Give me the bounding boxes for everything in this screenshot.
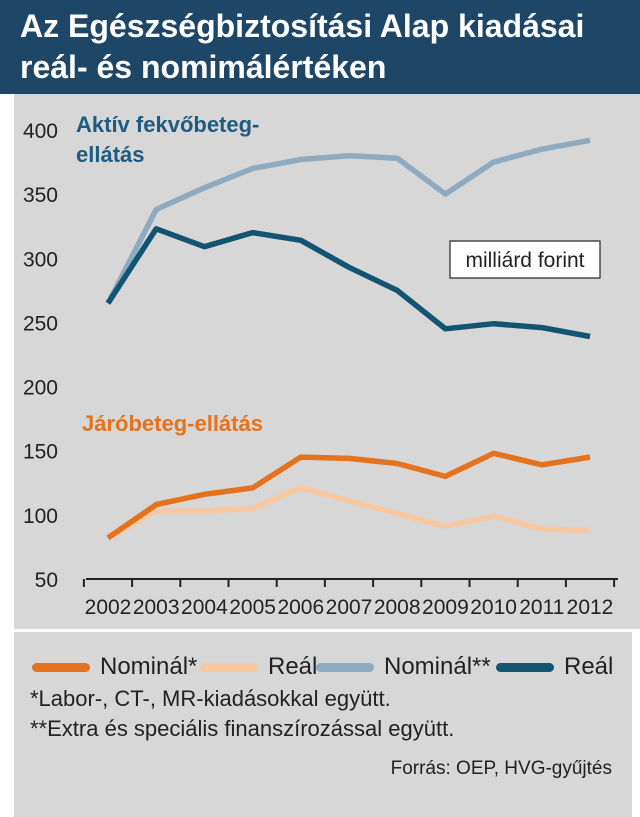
x-tick-label-2008: 2008 bbox=[374, 596, 421, 619]
series-line-reál-outpatient bbox=[106, 485, 591, 541]
x-tick-label-2010: 2010 bbox=[470, 596, 517, 619]
legend-label-real-outpatient: Reál bbox=[268, 653, 318, 680]
unit-label: milliárd forint bbox=[465, 249, 584, 272]
x-tick-label-2003: 2003 bbox=[133, 596, 180, 619]
x-tick-label-2012: 2012 bbox=[567, 596, 614, 619]
legend-item-nominal-outpatient: Nominál* bbox=[32, 652, 197, 682]
annotations: Aktív fekvőbeteg- ellátás Járóbeteg-ellá… bbox=[76, 112, 601, 436]
group-label-inpatient-line-1: Aktív fekvőbeteg- bbox=[76, 112, 259, 137]
unit-label-box bbox=[449, 240, 601, 279]
legend-panel: Nominál* Reál Nominál** Reál *Labor-, CT… bbox=[14, 629, 632, 817]
y-axis-ticks: 50 100 150 200 250 300 350 400 bbox=[23, 120, 58, 592]
legend-label-nominal-inpatient: Nominál** bbox=[384, 653, 491, 680]
x-tick-label-2004: 2004 bbox=[181, 596, 228, 619]
x-tick-label-2002: 2002 bbox=[85, 596, 132, 619]
x-tick-label-2009: 2009 bbox=[422, 596, 469, 619]
y-tick-label-100: 100 bbox=[23, 505, 58, 528]
x-tick-label-2006: 2006 bbox=[277, 596, 324, 619]
footnote-extra: **Extra és speciális finanszírozással eg… bbox=[30, 716, 455, 741]
chart-title: Az Egészségbiztosítási Alap kiadásai reá… bbox=[20, 6, 620, 88]
legend-swatch-real-outpatient bbox=[200, 662, 258, 672]
y-tick-label-150: 150 bbox=[23, 441, 58, 464]
legend-swatch-real-inpatient bbox=[496, 662, 554, 672]
y-tick-label-50: 50 bbox=[35, 569, 58, 592]
y-tick-label-350: 350 bbox=[23, 184, 58, 207]
x-tick-label-2007: 2007 bbox=[326, 596, 373, 619]
x-axis: 2002 2003 2004 2005 2006 2007 2008 2009 2010 2011… bbox=[82, 578, 618, 619]
group-label-outpatient: Járóbeteg-ellátás bbox=[82, 411, 263, 436]
chart-area: 50 100 150 200 250 300 350 400 2002 2003 2004 2005… bbox=[14, 94, 640, 629]
group-label-inpatient-line-2: ellátás bbox=[76, 142, 145, 167]
legend-label-real-inpatient: Reál bbox=[564, 653, 614, 680]
y-tick-label-250: 250 bbox=[23, 312, 58, 335]
title-banner: Az Egészségbiztosítási Alap kiadásai reá… bbox=[0, 0, 640, 94]
legend-item-nominal-inpatient: Nominál** bbox=[316, 652, 491, 682]
legend-swatch-nominal-inpatient bbox=[316, 662, 374, 672]
legend-swatch-nominal-outpatient bbox=[32, 662, 90, 672]
y-tick-label-200: 200 bbox=[23, 377, 58, 400]
series-lines bbox=[105, 137, 591, 541]
y-tick-label-300: 300 bbox=[23, 248, 58, 271]
y-tick-label-400: 400 bbox=[23, 120, 58, 143]
chart-title-line-1: Az Egészségbiztosítási Alap kiadásai bbox=[20, 8, 585, 44]
source-note: Forrás: OEP, HVG-gyűjtés bbox=[390, 758, 612, 779]
series-line-nominál-outpatient bbox=[106, 450, 591, 541]
chart-title-line-2: reál- és nomimálértéken bbox=[20, 49, 387, 85]
x-tick-label-2005: 2005 bbox=[229, 596, 276, 619]
series-line-nominál-inpatient bbox=[105, 137, 591, 305]
x-tick-label-2011: 2011 bbox=[519, 596, 564, 619]
footnote-labor: *Labor-, CT-, MR-kiadásokkal együtt. bbox=[30, 686, 391, 711]
legend-item-real-inpatient: Reál bbox=[496, 652, 613, 682]
legend-label-nominal-outpatient: Nominál* bbox=[100, 653, 198, 680]
legend-item-real-outpatient: Reál bbox=[200, 652, 317, 682]
line-chart: 50 100 150 200 250 300 350 400 2002 2003 2004 2005… bbox=[23, 112, 618, 619]
series-line-reál-inpatient bbox=[105, 226, 591, 340]
